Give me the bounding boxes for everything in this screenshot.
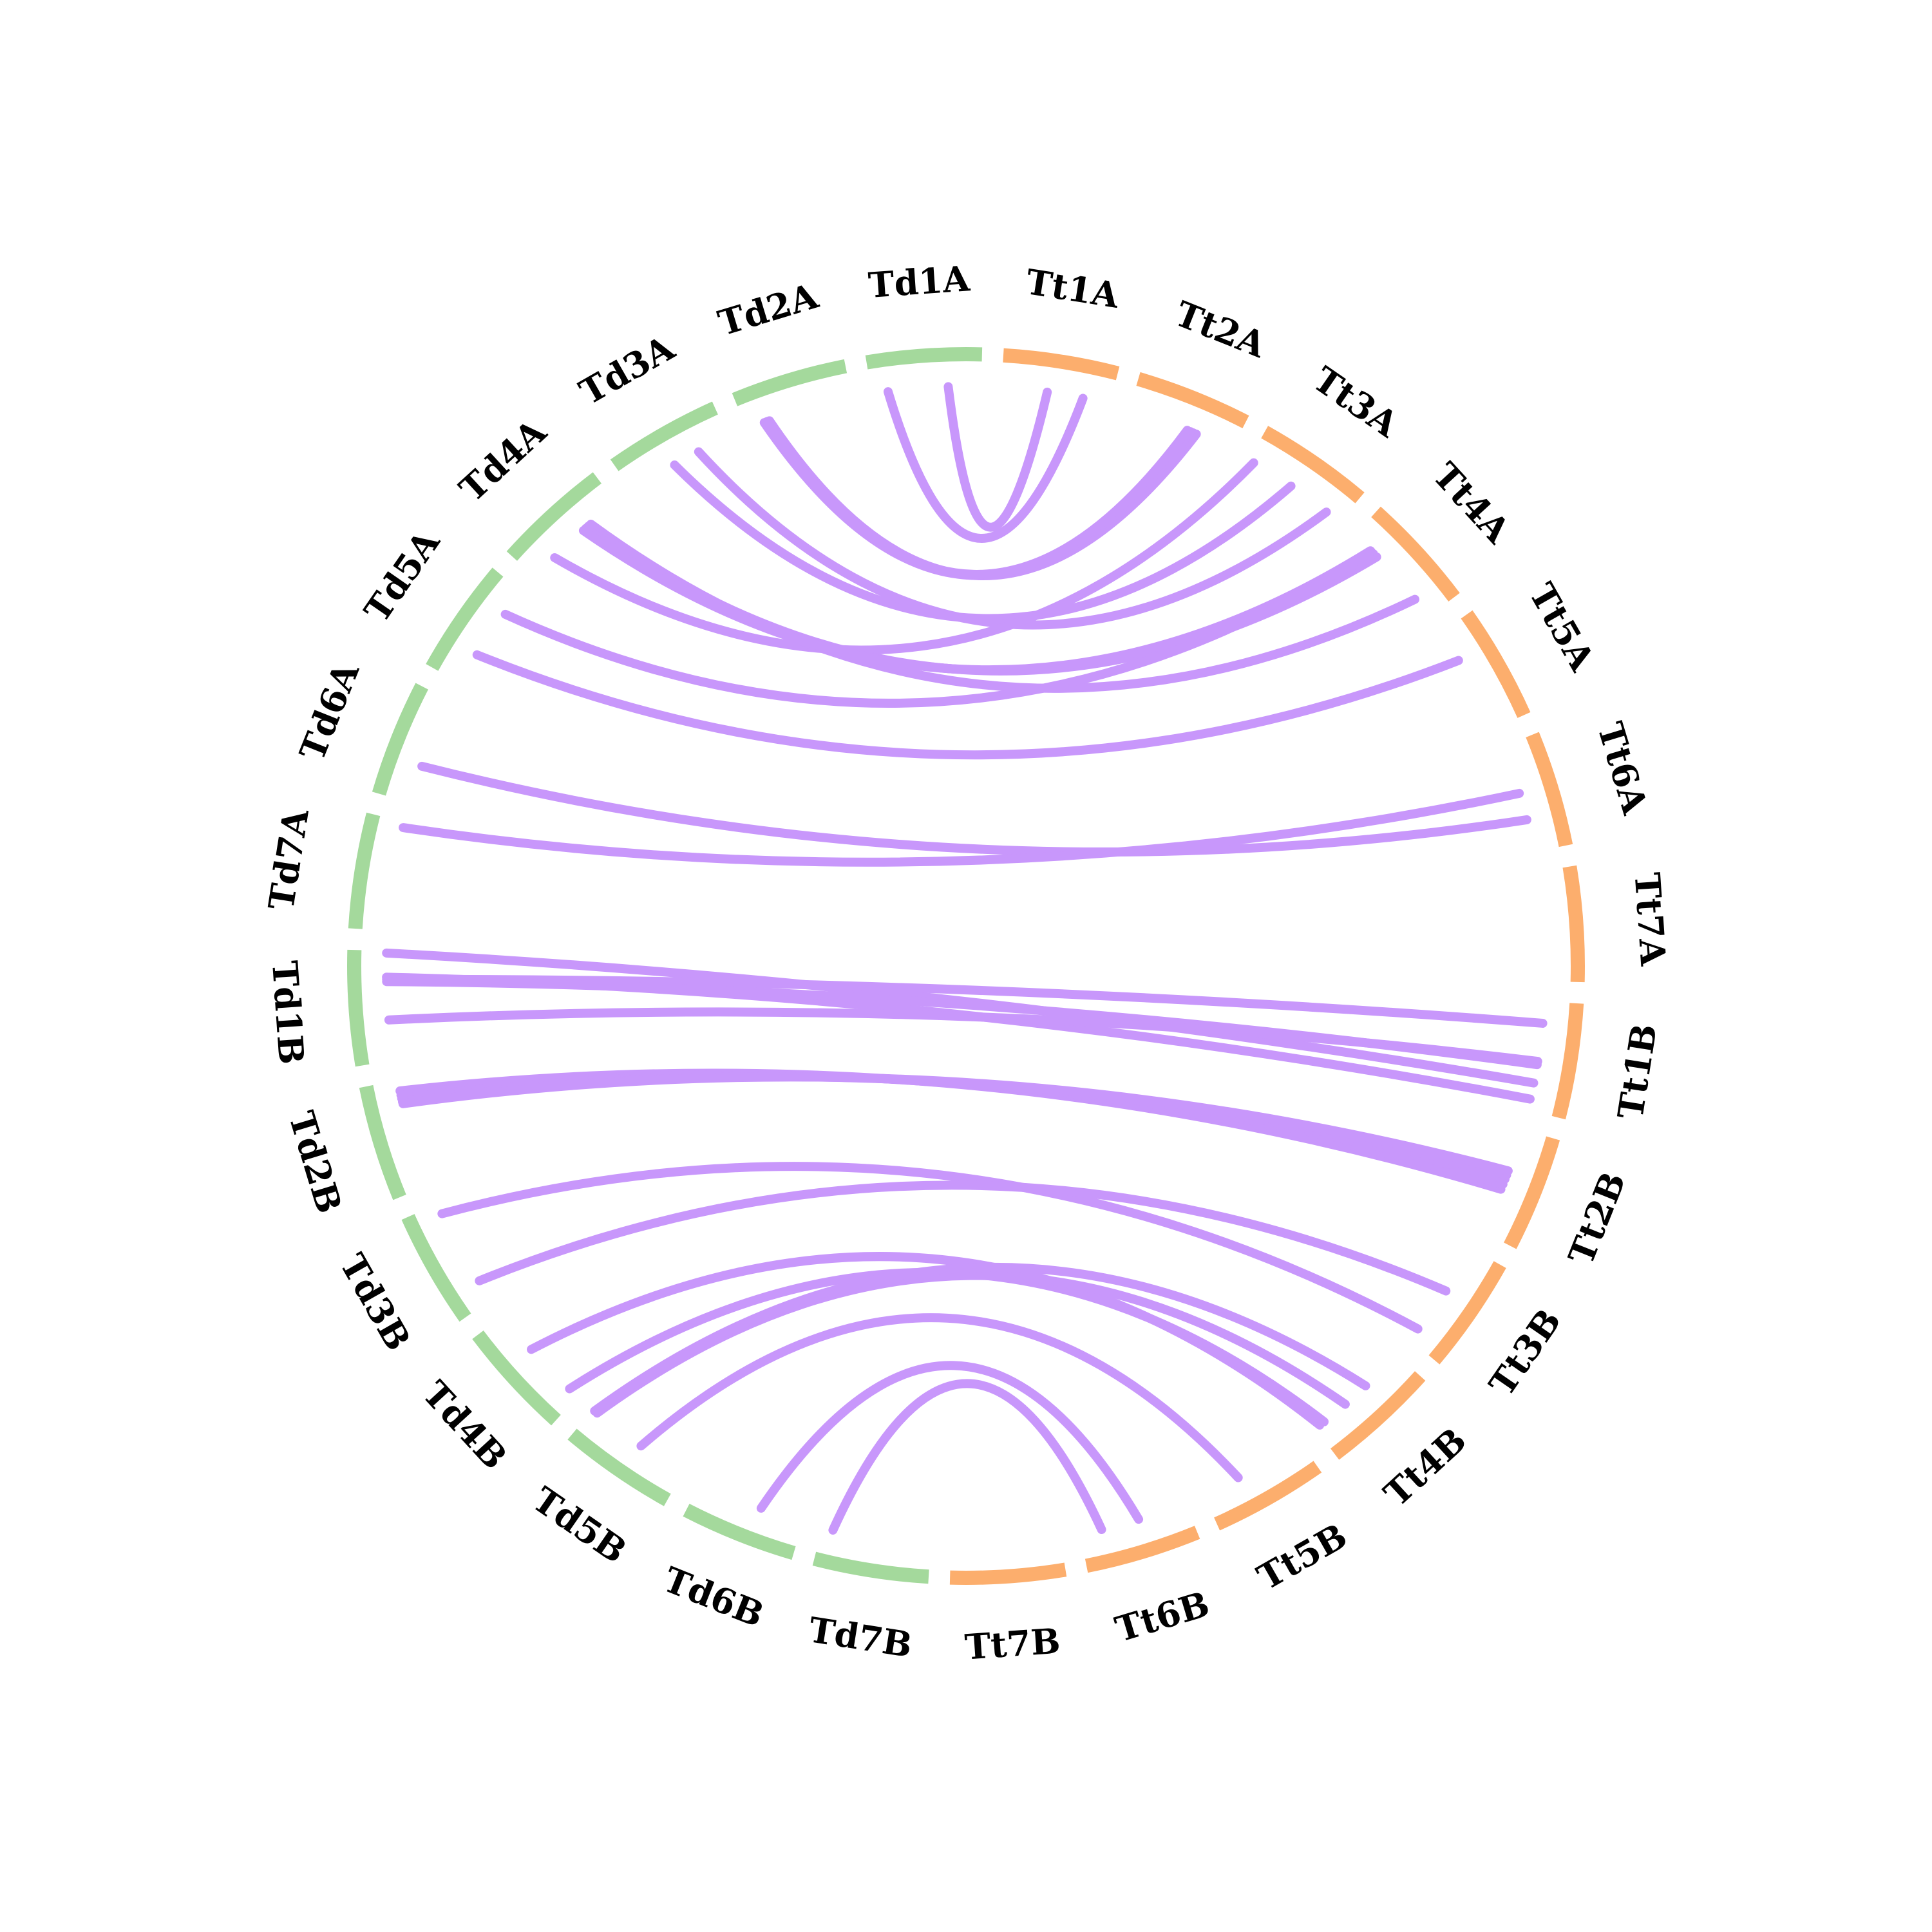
chromosome-label-tt3a: Tt3A <box>1306 358 1406 445</box>
chromosome-segment-td3a <box>610 401 718 471</box>
chromosome-segment-tt2b <box>1504 1136 1560 1249</box>
chromosome-label-td5a: Td5A <box>356 522 448 630</box>
chromosome-segment-td2a <box>732 359 848 406</box>
chromosome-segment-td5a <box>426 567 504 671</box>
synteny-link <box>761 417 1192 579</box>
chromosome-segment-td2b <box>359 1084 406 1200</box>
synteny-link <box>384 1007 1542 1066</box>
synteny-link <box>398 1072 1513 1176</box>
chromosome-label-tt7a: Tt7A <box>1627 871 1674 968</box>
chromosome-segment-tt4a <box>1371 506 1460 601</box>
chromosome-label-td3a: Td3A <box>573 327 681 413</box>
synteny-link <box>399 788 1524 867</box>
chromosome-label-tt5a: Tt5A <box>1521 576 1604 678</box>
chromosome-segment-td5b <box>567 1428 671 1506</box>
chromosome-segment-tt7a <box>1562 865 1585 983</box>
chromosome-segment-td7a <box>348 812 381 929</box>
chromosome-segment-td6a <box>372 683 428 796</box>
synteny-link <box>636 1313 1243 1482</box>
links-layer <box>382 382 1548 1535</box>
synteny-link <box>500 547 1376 708</box>
chromosome-segment-td6b <box>683 1504 796 1560</box>
synteny-link <box>437 1162 1423 1334</box>
chromosome-label-td4a: Td4A <box>451 410 554 509</box>
chromosome-label-td7b: Td7B <box>806 1609 915 1665</box>
synteny-link <box>565 1267 1329 1426</box>
chromosome-segment-tt5a <box>1461 610 1531 718</box>
chromosome-label-tt6b: Tt6B <box>1110 1583 1214 1650</box>
chromosome-segment-td7b <box>812 1551 929 1584</box>
chromosome-ring <box>347 347 1585 1585</box>
chromosome-segment-tt6a <box>1526 732 1573 848</box>
chromosome-segment-td3b <box>401 1214 471 1322</box>
chromosome-label-tt7b: Tt7B <box>963 1620 1061 1668</box>
synteny-link <box>397 1072 1511 1180</box>
chromosome-label-tt1b: Tt1B <box>1609 1021 1665 1122</box>
synteny-link <box>578 526 1375 675</box>
chromosome-label-td4b: Td4B <box>415 1373 515 1477</box>
chromosome-segment-td4a <box>506 472 601 561</box>
chromosome-label-td1a: Td1A <box>867 258 972 306</box>
chromosome-label-td5b: Td5B <box>526 1479 634 1571</box>
chromosome-label-tt1a: Tt1A <box>1023 261 1122 316</box>
synteny-link <box>943 382 1052 532</box>
synteny-link <box>590 1263 1370 1416</box>
chromosome-segment-tt2a <box>1136 372 1249 428</box>
synteny-link <box>883 387 1088 543</box>
chromosome-label-tt4b: Tt4B <box>1376 1419 1475 1514</box>
chromosome-label-tt2b: Tt2B <box>1560 1166 1634 1271</box>
chromosome-label-td1b: Td1B <box>264 960 312 1066</box>
chromosome-segment-tt5b <box>1214 1461 1322 1531</box>
chromosome-label-td2b: Td2B <box>281 1106 350 1218</box>
chromosome-segment-td1a <box>865 347 983 370</box>
chromosome-label-td2a: Td2A <box>714 275 823 344</box>
chromosome-segment-tt1b <box>1551 1003 1584 1120</box>
synteny-link <box>417 761 1531 857</box>
synteny-link <box>472 650 1463 760</box>
chromosome-segment-td1b <box>347 949 370 1067</box>
chromosome-segment-td4b <box>472 1331 561 1426</box>
synteny-link <box>828 1379 1106 1535</box>
chromosome-segment-tt1a <box>1003 348 1120 381</box>
chromosome-label-tt2a: Tt2A <box>1170 293 1272 366</box>
chromosome-label-td7a: Td7A <box>260 806 317 913</box>
synteny-link <box>694 447 1331 630</box>
synteny-link <box>550 458 1258 655</box>
chromosome-label-td6b: Td6B <box>658 1558 770 1635</box>
synteny-link <box>475 1180 1451 1296</box>
chromosome-label-tt3b: Tt3B <box>1481 1302 1569 1403</box>
chromosome-segment-tt3b <box>1428 1261 1506 1365</box>
synteny-link <box>756 1361 1144 1524</box>
chromosome-segment-tt3a <box>1261 426 1365 504</box>
chromosome-label-td6a: Td6A <box>291 656 367 766</box>
chromosome-label-tt5b: Tt5B <box>1251 1515 1354 1598</box>
chromosome-segment-tt7b <box>949 1562 1067 1585</box>
chromosome-segment-tt6b <box>1084 1526 1200 1573</box>
chromosome-label-tt6a: Tt6A <box>1589 717 1656 819</box>
chromosome-label-tt4a: Tt4A <box>1425 455 1519 552</box>
chromosome-segment-tt4b <box>1331 1371 1426 1460</box>
chromosome-label-td3b: Td3B <box>332 1247 419 1358</box>
